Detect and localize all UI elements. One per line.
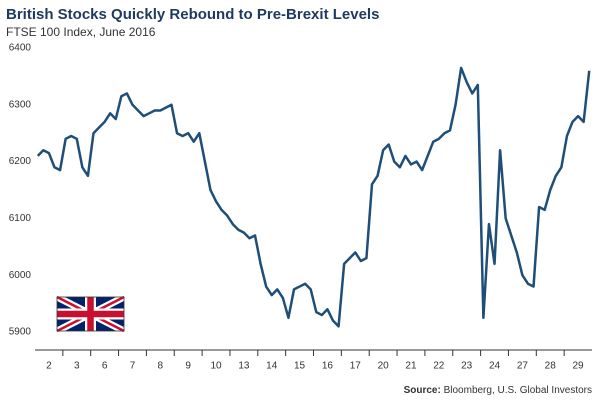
x-tick-label: 24 [489,361,501,372]
chart-title: British Stocks Quickly Rebound to Pre-Br… [6,6,379,23]
y-tick-label: 5900 [9,327,32,338]
x-tick-label: 15 [294,361,306,372]
x-tick-label: 8 [158,361,164,372]
x-tick-label: 2 [46,361,52,372]
y-tick-label: 6200 [9,156,32,167]
x-tick-label: 16 [322,361,334,372]
flag [55,293,126,335]
y-tick-label: 6400 [9,43,32,54]
x-tick-label: 28 [545,361,557,372]
source: Source: Bloomberg, U.S. Global Investors [404,385,592,396]
x-tick-label: 20 [378,361,390,372]
x-tick-label: 3 [74,361,80,372]
x-tick-label: 9 [185,361,191,372]
x-tick-label: 23 [461,361,473,372]
x-tick-label: 22 [433,361,445,372]
x-tick-label: 14 [266,361,278,372]
y-tick-label: 6100 [9,213,32,224]
x-tick-label: 27 [517,361,529,372]
source-label: Source: [404,385,441,396]
chart-subtitle: FTSE 100 Index, June 2016 [6,25,156,39]
source-text: Bloomberg, U.S. Global Investors [444,385,592,396]
x-tick-label: 17 [350,361,362,372]
x-tick-label: 7 [130,361,136,372]
line [36,66,591,328]
x-tick-label: 29 [573,361,585,372]
y-tick-label: 6000 [9,270,32,281]
x-tick-label: 10 [210,361,222,372]
y-tick-label: 6300 [9,99,32,110]
x-tick-label: 21 [405,361,417,372]
x-tick-label: 13 [238,361,250,372]
x-tick-label: 6 [102,361,108,372]
